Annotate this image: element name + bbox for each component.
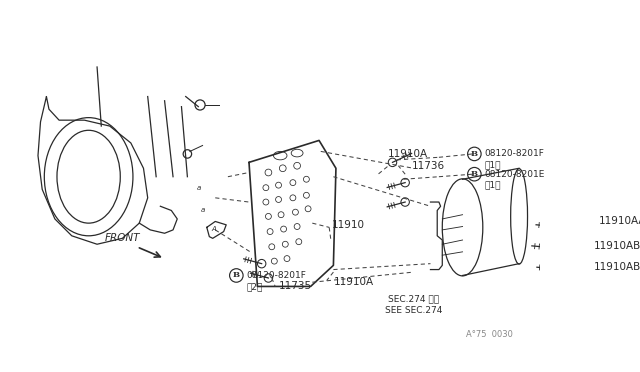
Text: a: a	[196, 185, 200, 191]
Text: a: a	[200, 208, 205, 214]
Text: FRONT: FRONT	[104, 233, 140, 243]
Text: 11736: 11736	[412, 161, 445, 171]
Text: 08120-8201E: 08120-8201E	[484, 170, 545, 179]
Text: 11910: 11910	[332, 220, 365, 230]
Text: B: B	[233, 272, 240, 279]
Text: SEC.274 参照: SEC.274 参照	[388, 295, 439, 304]
Text: 11910AA: 11910AA	[599, 217, 640, 227]
Text: （1）: （1）	[484, 181, 501, 190]
Text: 08120-8201F: 08120-8201F	[246, 271, 307, 280]
Text: （1）: （1）	[484, 160, 501, 169]
Text: 11735: 11735	[278, 282, 312, 291]
Text: 11910AB: 11910AB	[594, 241, 640, 251]
Text: B: B	[471, 170, 478, 178]
Text: 11910A: 11910A	[333, 277, 374, 287]
Text: SEE SEC.274: SEE SEC.274	[385, 307, 442, 315]
Text: （2）: （2）	[246, 282, 263, 291]
Text: 11910AB: 11910AB	[594, 262, 640, 272]
Text: A°75  0030: A°75 0030	[466, 330, 513, 339]
Text: A: A	[211, 226, 216, 232]
Text: B: B	[471, 150, 478, 158]
Text: 11910A: 11910A	[388, 149, 428, 159]
Text: 08120-8201F: 08120-8201F	[484, 150, 545, 158]
